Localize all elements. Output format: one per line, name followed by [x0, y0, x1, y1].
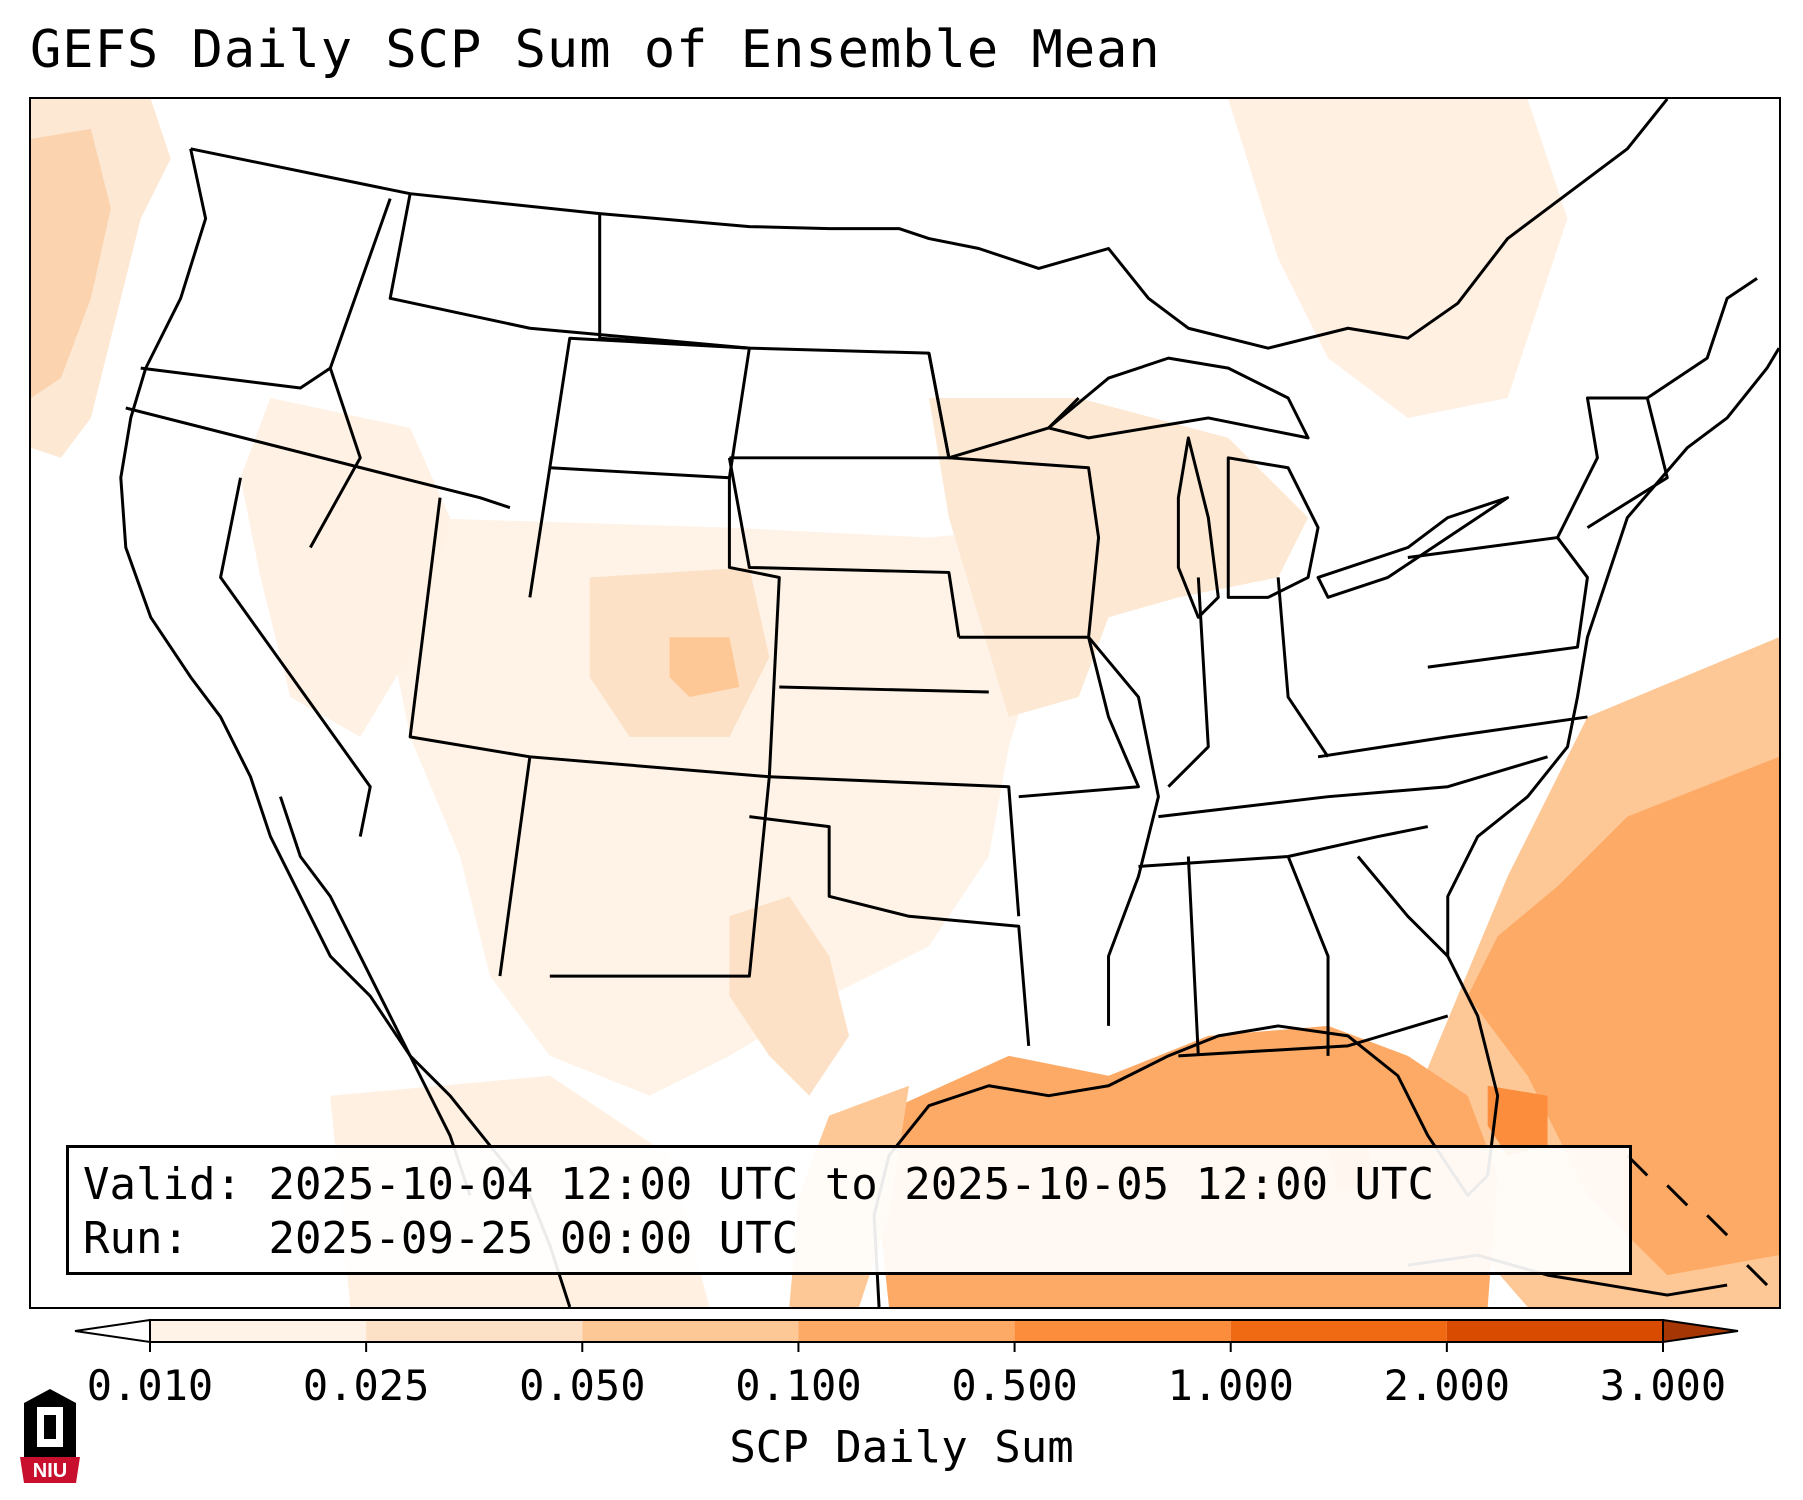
field-desert-faint	[240, 398, 451, 737]
colorbar-label: SCP Daily Sum	[729, 1422, 1074, 1473]
colorbar-tick-label: 0.100	[735, 1361, 861, 1410]
field-west-coast-medium	[31, 128, 111, 399]
scp-field-layer	[31, 99, 1779, 1307]
colorbar-tick-label: 0.050	[519, 1361, 645, 1410]
gulf-coastline	[872, 347, 1779, 1307]
state-borders	[119, 99, 1779, 1307]
border-ny-ne	[1556, 396, 1669, 539]
border-pa-ny	[1407, 536, 1589, 669]
border-mt	[388, 193, 750, 350]
colorbar: 0.010 0.025 0.050 0.100 0.500 1.000 2.000 3.000	[74, 1318, 1739, 1410]
scp-map	[31, 99, 1779, 1307]
border-new-england	[1646, 277, 1758, 400]
field-plains-faint	[390, 517, 1049, 1096]
border-dakotas	[598, 213, 951, 460]
border-wy	[548, 336, 751, 478]
border-oh	[1276, 577, 1330, 758]
border-ne-ks	[779, 685, 989, 694]
colorbar-ticks: 0.010 0.025 0.050 0.100 0.500 1.000 2.000 3.000	[87, 1342, 1726, 1410]
colorbar-segment	[798, 1320, 1015, 1342]
colorbar-segment	[366, 1320, 583, 1342]
field-colorado-core	[669, 637, 740, 698]
border-va-nc	[1317, 715, 1588, 759]
colorbar-tick-label: 0.500	[951, 1361, 1077, 1410]
border-ia	[948, 456, 1101, 638]
border-or-ca-nv	[125, 406, 511, 510]
validity-info-box: Valid: 2025-10-04 12:00 UTC to 2025-10-0…	[66, 1145, 1632, 1275]
border-il-in	[1167, 577, 1210, 788]
colorbar-tick-label: 1.000	[1167, 1361, 1293, 1410]
lake-michigan	[1176, 436, 1220, 619]
bahamas-islands	[1626, 1154, 1769, 1287]
colorbar-segment	[150, 1320, 367, 1342]
logo-tower-window	[44, 1415, 56, 1439]
valid-label: Valid:	[83, 1159, 242, 1210]
us-canada-border	[190, 99, 1669, 350]
west-coastline	[119, 148, 572, 1307]
border-nv-ut	[408, 497, 532, 977]
colorbar-segment	[1446, 1320, 1663, 1342]
border-id-east	[309, 198, 392, 549]
map-title: GEFS Daily SCP Sum of Ensemble Mean	[30, 20, 1161, 80]
colorbar-tick-label: 2.000	[1384, 1361, 1510, 1410]
border-wa-or	[140, 366, 332, 390]
border-ms-al	[1186, 856, 1200, 1056]
border-mo	[958, 635, 1140, 799]
colorbar-segment	[1014, 1320, 1231, 1342]
border-mississippi	[1087, 636, 1160, 1026]
logo-text: NIU	[33, 1460, 67, 1482]
border-ca-nv	[219, 477, 372, 837]
colorbar-tick-label: 0.010	[87, 1361, 213, 1410]
border-ga-sc	[1356, 855, 1449, 958]
michigan-peninsula	[1226, 456, 1320, 599]
field-atlantic-strong	[1467, 756, 1779, 1276]
lake-erie-ontario	[1316, 496, 1510, 599]
colorbar-tick-label: 0.025	[303, 1361, 429, 1410]
border-fl	[1178, 1014, 1449, 1058]
valid-value: 2025-10-04 12:00 UTC to 2025-10-05 12:00…	[268, 1159, 1435, 1210]
baja-peninsula	[279, 796, 472, 1196]
logo-banner	[20, 1457, 80, 1483]
border-al-ga	[1286, 855, 1330, 1056]
border-ut-co	[528, 466, 781, 777]
colorbar-outline	[149, 1319, 1664, 1343]
colorbar-extend-low	[74, 1318, 151, 1344]
colorbar-tick-label: 3.000	[1600, 1361, 1726, 1410]
colorbar-extend-high	[1662, 1318, 1739, 1344]
border-mn-wi	[927, 352, 1080, 460]
field-ontario-faint	[1228, 99, 1568, 418]
field-texas-light	[729, 896, 850, 1096]
colorbar-segment	[582, 1320, 799, 1342]
field-florida-peak	[1487, 1085, 1548, 1156]
border-ks-ok	[769, 775, 1021, 917]
run-value: 2025-09-25 00:00 UTC	[268, 1213, 799, 1264]
colorbar-segments	[74, 1318, 1739, 1344]
lake-superior	[1047, 356, 1310, 440]
border-nm-tx	[529, 755, 771, 978]
run-label: Run:	[83, 1213, 189, 1264]
colorbar-segment	[1230, 1320, 1447, 1342]
border-tx-ok	[749, 815, 1031, 1046]
border-tn-nc	[1158, 755, 1548, 819]
border-sd-ne	[727, 457, 961, 638]
niu-logo: NIU	[20, 1389, 80, 1483]
map-panel	[29, 97, 1781, 1309]
border-ky-tn	[1138, 825, 1429, 868]
